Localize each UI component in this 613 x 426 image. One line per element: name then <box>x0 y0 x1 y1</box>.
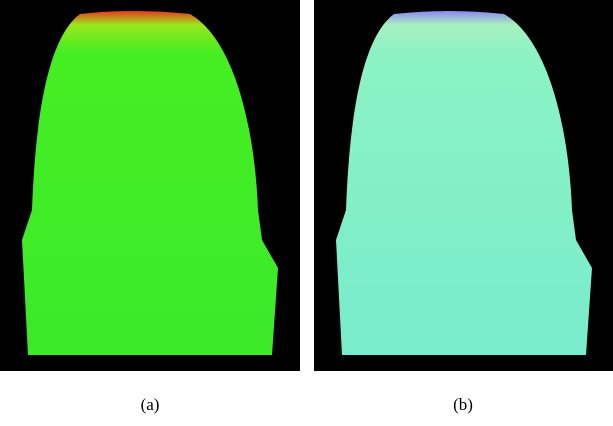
caption: (a) <box>141 395 160 414</box>
panel-a-image <box>0 0 300 371</box>
caption: (b) <box>453 395 473 414</box>
panel-b-image <box>314 0 613 371</box>
